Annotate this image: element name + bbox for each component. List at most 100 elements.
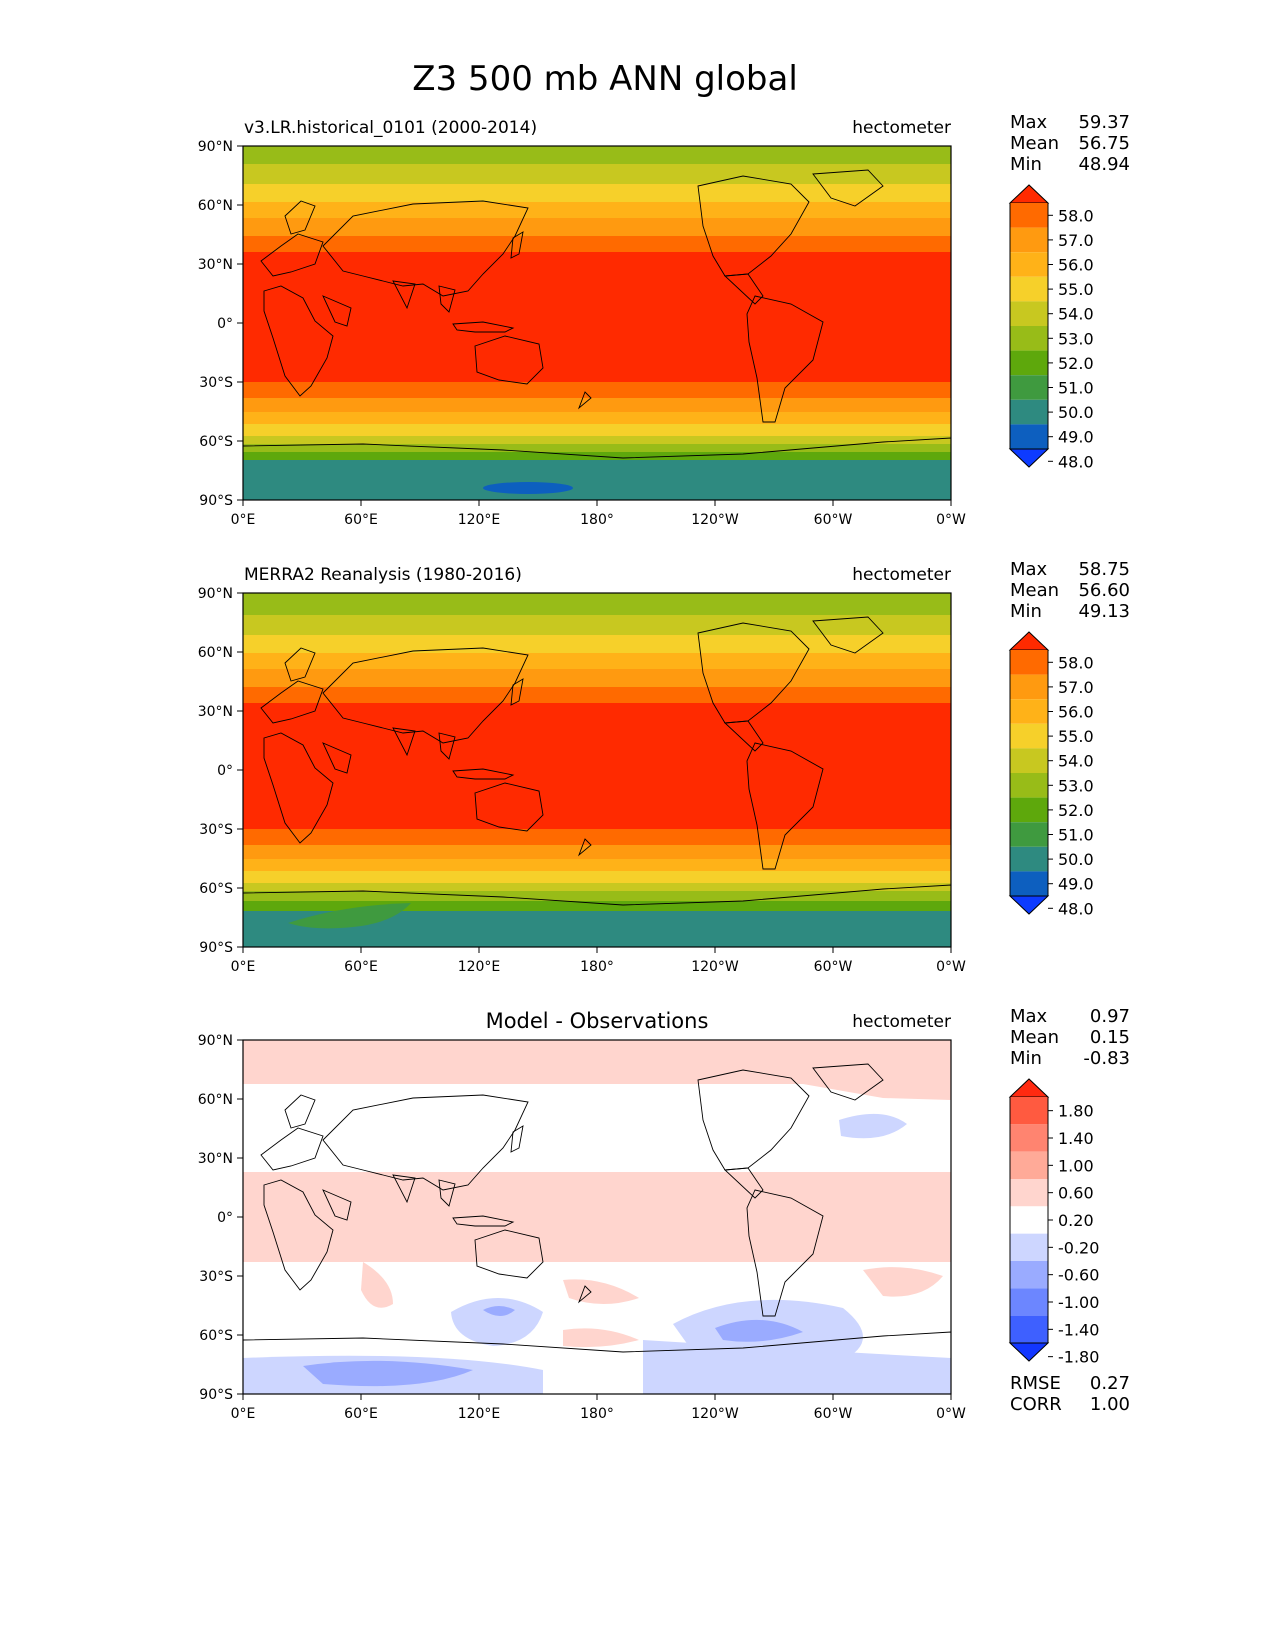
stat-mean-value: 0.15 xyxy=(1090,1027,1130,1048)
map-anomaly-patch xyxy=(839,1113,907,1139)
colorbar-tick-label: 1.40 xyxy=(1058,1129,1094,1148)
panel-test-units: hectometer xyxy=(852,118,951,138)
lat-tick-label: 60°N xyxy=(198,198,233,214)
stat-min-label: Min xyxy=(1010,154,1042,175)
lon-tick-label: 60°E xyxy=(344,512,378,528)
panel-reference-colorbar: 58.0 57.0 56.0 55.0 54.0 53.0 52.0 51.0 50.0 49.0… xyxy=(1008,631,1094,918)
lat-tick-label: 90°N xyxy=(198,139,233,155)
lat-tick-label: 90°S xyxy=(199,1387,233,1403)
lat-tick-label: 60°S xyxy=(199,434,233,450)
lon-tick-label: 0°E xyxy=(231,512,256,528)
lat-tick-label: 90°S xyxy=(199,493,233,509)
map-anomaly-patch xyxy=(563,1279,639,1304)
colorbar-extend-min xyxy=(1008,895,1050,915)
lat-tick-label: 30°N xyxy=(198,257,233,273)
stat-min-value: -0.83 xyxy=(1083,1048,1130,1069)
panel-reference-units: hectometer xyxy=(852,565,951,585)
lon-tick-label: 120°E xyxy=(458,512,501,528)
map-band xyxy=(243,236,951,252)
lon-tick-label: 60°E xyxy=(344,959,378,975)
map-band xyxy=(243,1172,951,1262)
colorbar-swatch xyxy=(1010,822,1048,847)
lat-tick-label: 30°N xyxy=(198,1151,233,1167)
lat-tick-label: 30°S xyxy=(199,822,233,838)
colorbar-swatch xyxy=(1010,1097,1048,1125)
colorbar-tick-label: -1.80 xyxy=(1058,1348,1099,1367)
panel-difference-lon-axis: 0°E 60°E 120°E 180° 120°W 60°W 0°W xyxy=(231,1394,966,1422)
lat-tick-label: 60°S xyxy=(199,1328,233,1344)
stat-max-label: Max xyxy=(1010,1006,1048,1027)
colorbar-tick-label: 54.0 xyxy=(1058,752,1094,771)
colorbar-tick-label: 53.0 xyxy=(1058,776,1094,795)
colorbar-tick-label: 48.0 xyxy=(1058,899,1094,918)
colorbar-outline xyxy=(1009,203,1049,449)
map-band xyxy=(243,436,951,444)
stat-min-value: 49.13 xyxy=(1078,601,1130,622)
colorbar-swatch xyxy=(1010,276,1048,302)
stat-mean-value: 56.75 xyxy=(1078,133,1130,154)
colorbar-outline xyxy=(1009,650,1049,896)
lon-tick-label: 120°E xyxy=(458,959,501,975)
stat-rmse-label: RMSE xyxy=(1010,1373,1061,1394)
map-anomaly-patch xyxy=(563,1328,639,1348)
stat-mean-value: 56.60 xyxy=(1078,580,1130,601)
map-band xyxy=(243,146,951,164)
colorbar-tick-label: -1.40 xyxy=(1058,1320,1099,1339)
colorbar-tick-label: 0.20 xyxy=(1058,1211,1094,1230)
map-band xyxy=(243,829,951,845)
colorbar-tick-label: 50.0 xyxy=(1058,403,1094,422)
lon-tick-label: 60°W xyxy=(814,959,853,975)
map-patch xyxy=(288,903,411,929)
colorbar-swatch xyxy=(1010,1151,1048,1179)
lon-tick-label: 60°W xyxy=(814,1406,853,1422)
figure-title: Z3 500 mb ANN global xyxy=(412,59,798,99)
colorbar-tick-label: 52.0 xyxy=(1058,801,1094,820)
map-band xyxy=(243,635,951,653)
colorbar-swatch xyxy=(1010,375,1048,400)
stat-min-label: Min xyxy=(1010,1048,1042,1069)
colorbar-extend-min xyxy=(1008,448,1050,468)
colorbar-tick-label: 57.0 xyxy=(1058,678,1094,697)
map-band xyxy=(243,687,951,703)
lat-tick-label: 60°N xyxy=(198,1092,233,1108)
stat-rmse-value: 0.27 xyxy=(1090,1373,1130,1394)
map-band xyxy=(243,703,951,829)
colorbar-tick-label: 55.0 xyxy=(1058,727,1094,746)
colorbar-swatch xyxy=(1010,1233,1048,1261)
colorbar-swatch xyxy=(1010,1261,1048,1289)
stat-mean-label: Mean xyxy=(1010,133,1059,154)
map-minimum-patch xyxy=(483,482,573,494)
panel-reference-map xyxy=(243,593,951,947)
map-anomaly-patch xyxy=(303,1360,473,1387)
map-band xyxy=(243,1040,951,1084)
colorbar-tick-label: -1.00 xyxy=(1058,1293,1099,1312)
lon-tick-label: 0°E xyxy=(231,1406,256,1422)
colorbar-swatch xyxy=(1010,1206,1048,1234)
lat-tick-label: 90°N xyxy=(198,1033,233,1049)
lat-tick-label: 90°S xyxy=(199,940,233,956)
colorbar-tick-label: 57.0 xyxy=(1058,231,1094,250)
colorbar-tick-label: 52.0 xyxy=(1058,354,1094,373)
panel-test-left-label: v3.LR.historical_0101 (2000-2014) xyxy=(244,118,537,138)
map-anomaly-patch xyxy=(715,1319,803,1342)
lon-tick-label: 120°W xyxy=(691,512,739,528)
lat-tick-label: 30°S xyxy=(199,1269,233,1285)
colorbar-swatch xyxy=(1010,1179,1048,1207)
panel-test-map xyxy=(243,146,951,500)
lon-tick-label: 0°W xyxy=(936,959,966,975)
lat-tick-label: 0° xyxy=(217,763,233,779)
colorbar-tick-label: 51.0 xyxy=(1058,379,1094,398)
panel-reference-stats: Max 58.75 Mean 56.60 Min 49.13 xyxy=(1010,559,1130,622)
panel-test-stats: Max 59.37 Mean 56.75 Min 48.94 xyxy=(1010,112,1130,175)
colorbar-tick-label: 58.0 xyxy=(1058,653,1094,672)
stat-corr-value: 1.00 xyxy=(1090,1394,1130,1415)
colorbar-extend-min xyxy=(1008,1342,1050,1362)
map-anomaly-patch xyxy=(483,1306,515,1316)
stat-max-label: Max xyxy=(1010,559,1048,580)
map-anomaly-patch xyxy=(863,1267,943,1297)
colorbar-swatch xyxy=(1010,203,1048,228)
lat-tick-label: 90°N xyxy=(198,586,233,602)
colorbar-tick-label: 58.0 xyxy=(1058,206,1094,225)
panel-reference-left-label: MERRA2 Reanalysis (1980-2016) xyxy=(244,565,522,585)
map-band xyxy=(243,184,951,202)
